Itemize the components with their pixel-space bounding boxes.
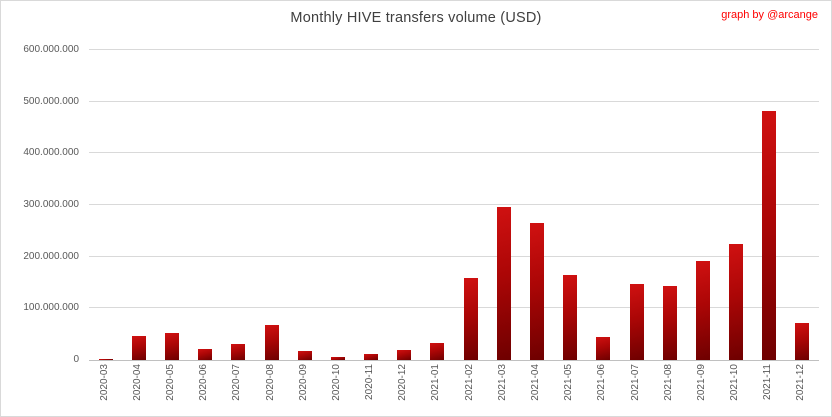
bar-2020-07	[231, 344, 246, 360]
x-tick-label: 2021-01	[430, 364, 442, 401]
y-tick-label: 300.000.000	[23, 199, 79, 210]
bar-2020-04	[131, 336, 146, 360]
gridline	[89, 307, 819, 309]
x-tick-label: 2021-10	[729, 364, 741, 401]
bar-2020-09	[297, 351, 312, 360]
y-tick-label: 0	[73, 354, 79, 365]
x-tick-label: 2021-06	[596, 364, 608, 401]
x-tick-label: 2020-06	[198, 364, 210, 401]
gridline	[89, 49, 819, 50]
bar-2021-09	[695, 261, 710, 360]
x-tick-label: 2021-12	[795, 364, 807, 401]
plot-area	[89, 49, 819, 361]
bar-2020-03	[98, 359, 113, 360]
bar-2020-05	[164, 333, 179, 360]
bar-2020-11	[364, 354, 379, 360]
x-tick-label: 2021-09	[695, 364, 707, 401]
y-tick-label: 200.000.000	[23, 250, 79, 262]
x-axis: 2020-03 2020-04 2020-05 2020-06 2020-07 2020-…	[89, 364, 819, 414]
bar-2021-12	[795, 323, 810, 360]
x-tick-label: 2021-02	[463, 364, 475, 401]
y-axis: 0 100.000.000 200.000.000 300.000.000 400.00…	[1, 44, 79, 365]
bar-2021-03	[496, 207, 511, 360]
y-tick-label: 100.000.000	[23, 302, 79, 314]
bar-2021-07	[629, 284, 644, 360]
bar-2021-11	[762, 111, 777, 360]
y-tick-label: 600.000.000	[23, 44, 79, 55]
bar-2020-06	[198, 349, 213, 360]
bar-2021-10	[729, 244, 744, 360]
bar-2021-05	[563, 275, 578, 360]
gridline	[89, 255, 819, 257]
x-tick-label: 2020-09	[297, 364, 309, 401]
x-tick-label: 2021-05	[563, 364, 575, 401]
credit-text: graph by @arcange	[721, 9, 818, 21]
bar-2020-08	[264, 325, 279, 360]
gridline	[89, 152, 819, 154]
bar-2021-04	[529, 223, 544, 360]
x-tick-label: 2020-04	[131, 364, 143, 401]
y-tick-label: 400.000.000	[23, 147, 79, 159]
x-tick-label: 2020-11	[364, 364, 376, 400]
bar-2020-10	[330, 357, 345, 360]
x-axis-line	[89, 360, 819, 361]
gridline	[89, 204, 819, 205]
x-tick-label: 2021-07	[629, 364, 641, 401]
bar-2021-06	[596, 337, 611, 360]
x-tick-label: 2020-05	[164, 364, 176, 401]
x-tick-label: 2020-03	[98, 364, 110, 401]
bar-2020-12	[397, 350, 412, 360]
x-tick-label: 2020-10	[330, 364, 342, 401]
bar-2021-01	[430, 343, 445, 360]
chart-title: Monthly HIVE transfers volume (USD)	[290, 10, 542, 26]
x-tick-label: 2021-08	[662, 364, 674, 401]
x-tick-label: 2020-08	[264, 364, 276, 401]
y-tick-label: 500.000.000	[23, 95, 79, 107]
x-tick-label: 2021-04	[529, 364, 541, 401]
x-tick-label: 2021-03	[496, 364, 508, 401]
bar-2021-08	[662, 286, 677, 360]
x-tick-label: 2021-11	[762, 364, 774, 400]
x-tick-label: 2020-12	[397, 364, 409, 401]
bar-2021-02	[463, 278, 478, 360]
gridline	[89, 100, 819, 102]
x-tick-label: 2020-07	[231, 364, 243, 401]
